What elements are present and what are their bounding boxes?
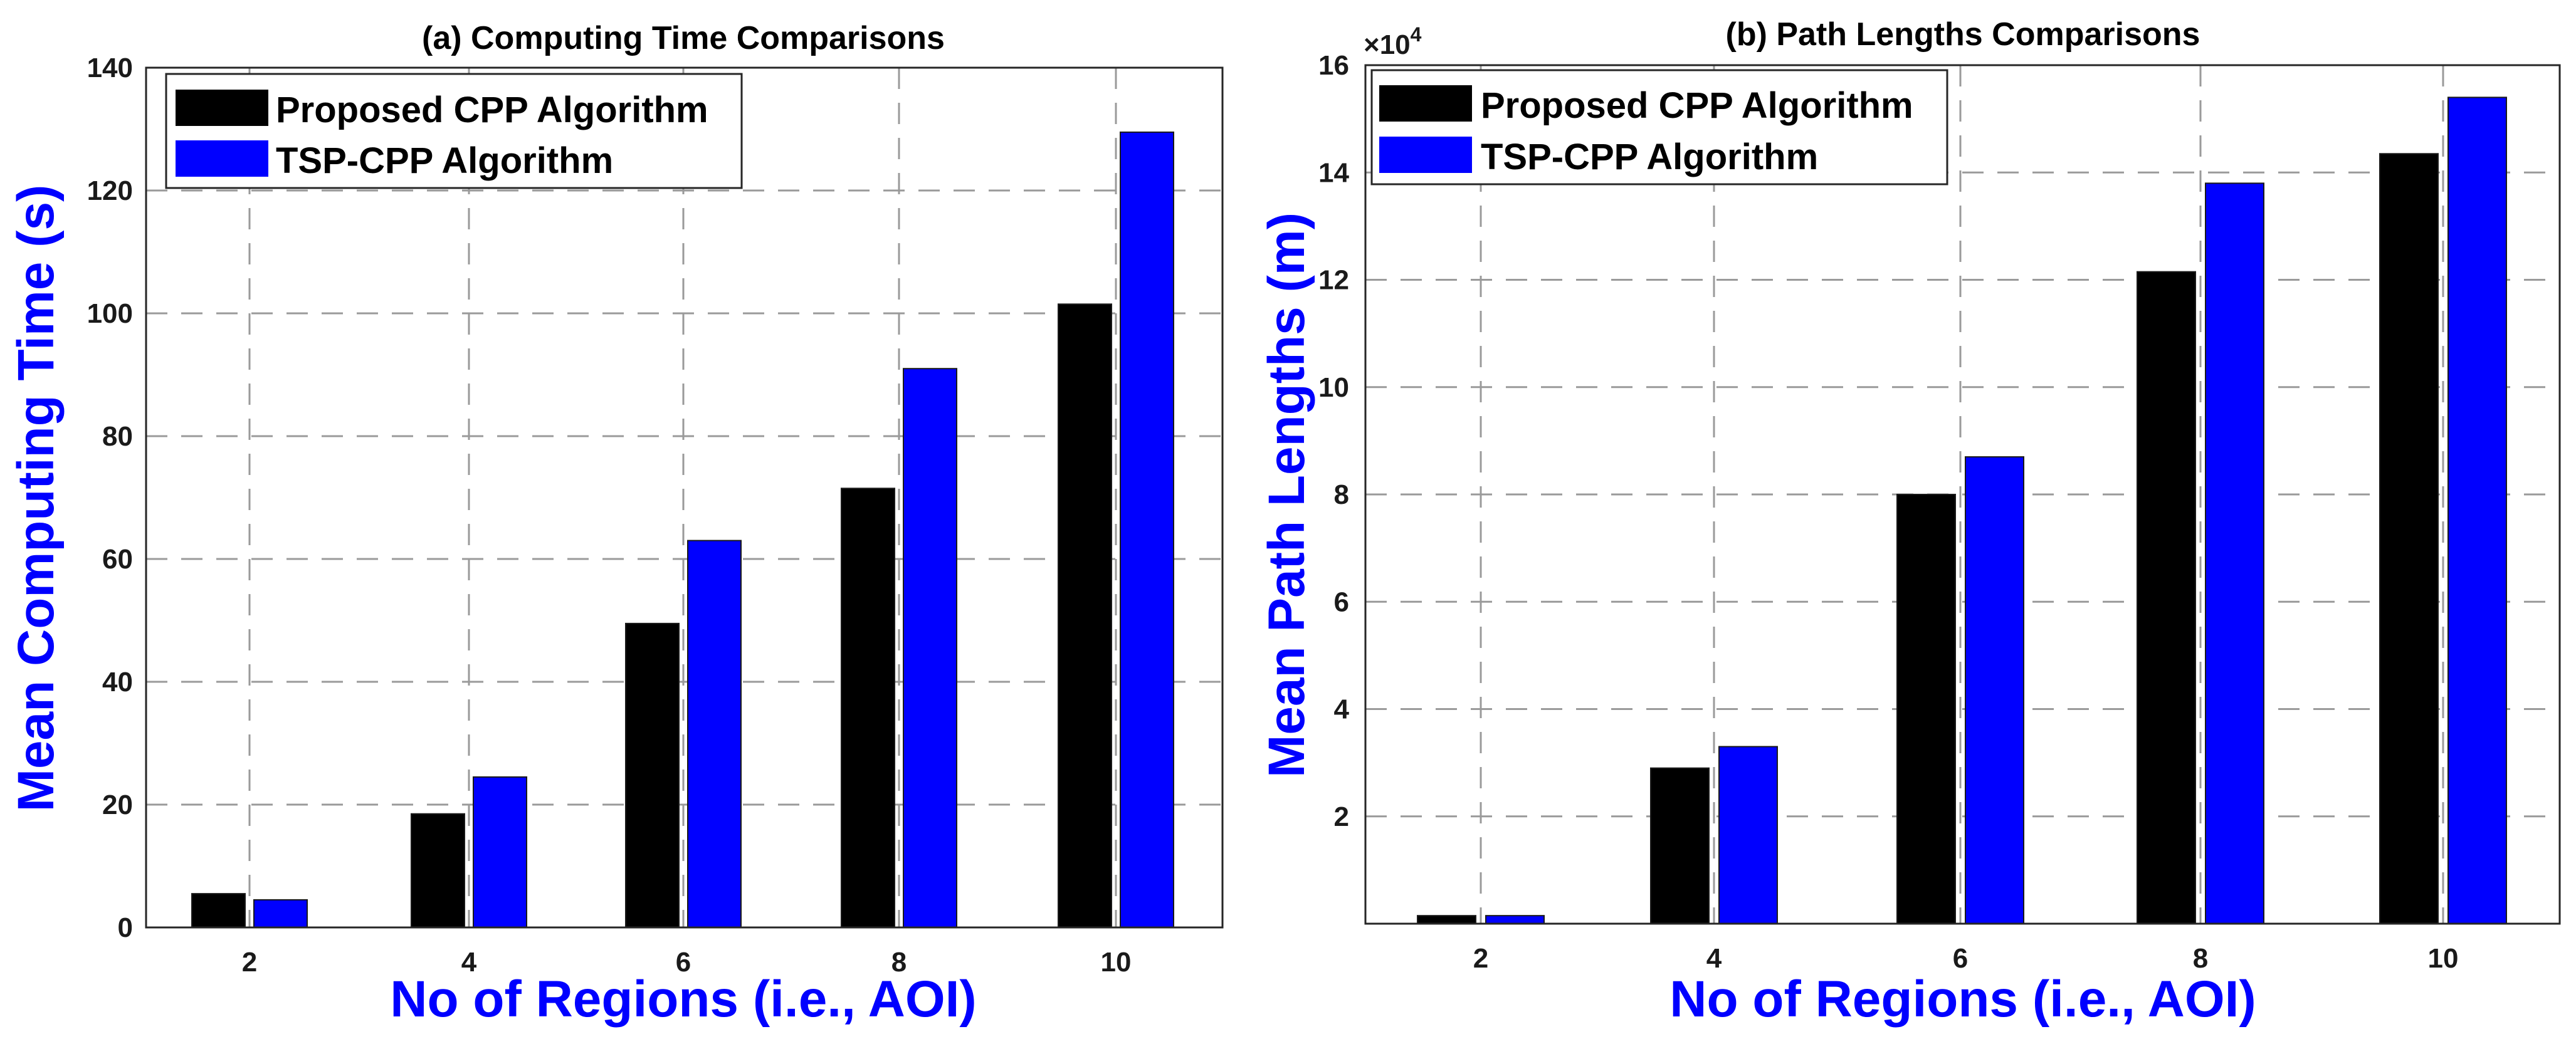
y-tick-label: 20 xyxy=(102,790,133,820)
y-tick-label: 80 xyxy=(102,421,133,452)
x-tick-labels: 2 4 6 8 10 xyxy=(1473,943,2459,974)
x-tick-label: 8 xyxy=(2193,943,2208,974)
legend-label-tsp: TSP-CPP Algorithm xyxy=(1481,137,1818,177)
bar-proposed-cpp-10 xyxy=(2379,153,2439,924)
panel-computing-time: (a) Computing Time Comparisons 020406080… xyxy=(8,20,1224,1028)
y-tick-label: 140 xyxy=(87,53,133,83)
legend: Proposed CPP Algorithm TSP-CPP Algorithm xyxy=(1370,69,1948,185)
x-tick-label: 2 xyxy=(1473,943,1488,974)
bar-proposed-cpp-8 xyxy=(2137,271,2196,924)
legend-swatch-tsp xyxy=(176,140,268,177)
bar-tsp-cpp-4 xyxy=(1718,746,1778,924)
y-tick-label: 12 xyxy=(1318,265,1349,296)
legend-label-proposed: Proposed CPP Algorithm xyxy=(1481,85,1913,126)
y-tick-label: 16 xyxy=(1318,50,1349,81)
x-tick-label: 4 xyxy=(1706,943,1722,974)
grid-lines xyxy=(1365,65,2560,924)
bar-proposed-cpp-6 xyxy=(625,622,680,929)
axes-box xyxy=(145,66,1224,929)
legend-label-tsp: TSP-CPP Algorithm xyxy=(276,140,613,181)
chart-title: (b) Path Lengths Comparisons xyxy=(1726,16,2200,53)
y-tick-label: 100 xyxy=(87,298,133,329)
grid-lines xyxy=(146,68,1222,927)
bar-tsp-cpp-8 xyxy=(903,368,957,928)
x-tick-label: 2 xyxy=(242,947,257,978)
y-tick-label: 120 xyxy=(87,175,133,206)
x-tick-label: 10 xyxy=(1101,947,1132,978)
x-axis-label: No of Regions (i.e., AOI) xyxy=(390,971,976,1028)
y-tick-label: 60 xyxy=(102,544,133,575)
axes-box xyxy=(1364,64,2561,925)
panel-path-lengths: (b) Path Lengths Comparisons ×104 2 4 6 8 10… xyxy=(1258,16,2561,1028)
y-tick-label: 2 xyxy=(1334,801,1349,832)
legend-swatch-tsp xyxy=(1379,137,1472,173)
bar-tsp-cpp-6 xyxy=(687,540,742,928)
y-tick-labels: 0 20 40 60 80 100 120 140 xyxy=(87,53,133,943)
bar-proposed-cpp-4 xyxy=(411,813,465,928)
bar-tsp-cpp-2 xyxy=(1485,915,1545,924)
y-axis-label: Mean Path Lengths (m) xyxy=(1258,212,1315,778)
y-tick-label: 8 xyxy=(1334,479,1349,510)
y-tick-label: 4 xyxy=(1334,694,1350,725)
bar-proposed-cpp-6 xyxy=(1896,494,1956,924)
legend-label-proposed: Proposed CPP Algorithm xyxy=(276,90,708,130)
bar-tsp-cpp-6 xyxy=(1965,456,2024,924)
bar-tsp-cpp-4 xyxy=(473,776,527,929)
x-axis-label: No of Regions (i.e., AOI) xyxy=(1669,971,2256,1028)
bar-tsp-cpp-10 xyxy=(2447,97,2507,924)
x-tick-label: 4 xyxy=(461,947,477,978)
y-tick-label: 0 xyxy=(118,912,133,943)
legend-swatch-proposed xyxy=(1379,85,1472,122)
chart-title: (a) Computing Time Comparisons xyxy=(422,20,945,56)
y-tick-label: 6 xyxy=(1334,587,1349,617)
y-tick-label: 40 xyxy=(102,667,133,697)
y-tick-label: 14 xyxy=(1318,157,1349,188)
y-tick-labels: 2 4 6 8 10 12 14 16 xyxy=(1318,50,1349,832)
bars xyxy=(1417,97,2507,924)
legend: Proposed CPP Algorithm TSP-CPP Algorithm xyxy=(165,73,743,189)
x-tick-labels: 2 4 6 8 10 xyxy=(242,947,1132,978)
y-tick-label: 10 xyxy=(1318,372,1349,403)
y-multiplier: ×104 xyxy=(1364,23,1422,60)
bar-tsp-cpp-8 xyxy=(2205,182,2264,924)
bar-tsp-cpp-10 xyxy=(1120,131,1174,928)
x-tick-label: 6 xyxy=(676,947,691,978)
y-axis-label: Mean Computing Time (s) xyxy=(8,185,65,812)
bar-proposed-cpp-4 xyxy=(1650,767,1710,924)
bar-proposed-cpp-2 xyxy=(1417,915,1476,924)
x-tick-label: 10 xyxy=(2428,943,2459,974)
bar-proposed-cpp-8 xyxy=(841,488,895,928)
legend-swatch-proposed xyxy=(176,90,268,126)
bar-tsp-cpp-2 xyxy=(253,899,308,929)
bar-proposed-cpp-10 xyxy=(1058,303,1112,928)
x-tick-label: 8 xyxy=(891,947,907,978)
bars xyxy=(191,131,1174,929)
x-tick-label: 6 xyxy=(1953,943,1968,974)
bar-proposed-cpp-2 xyxy=(191,893,246,928)
